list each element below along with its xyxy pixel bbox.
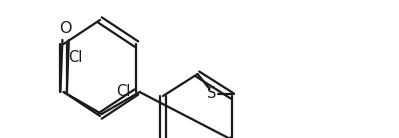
Text: Cl: Cl (67, 50, 82, 65)
Text: Cl: Cl (116, 84, 130, 99)
Text: O: O (59, 21, 72, 36)
Text: S: S (207, 87, 216, 102)
